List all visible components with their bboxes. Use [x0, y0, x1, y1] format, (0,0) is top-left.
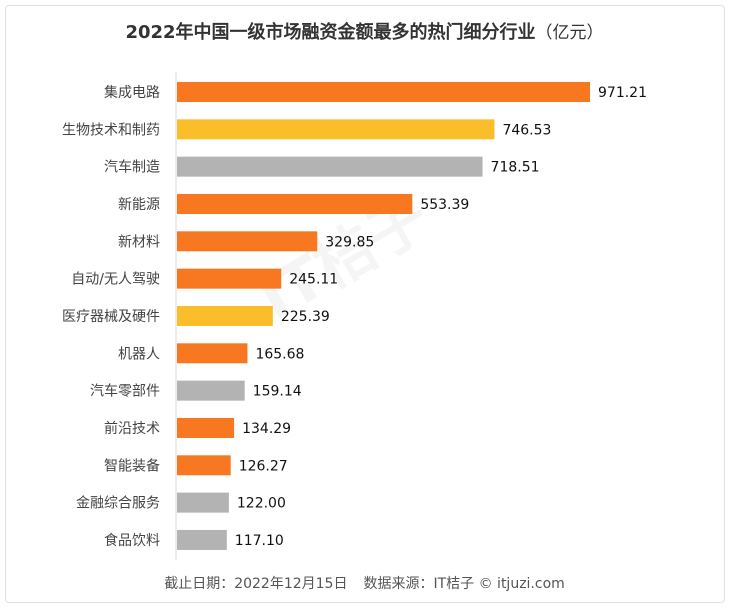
- bar: [177, 119, 495, 140]
- bar: [177, 417, 235, 438]
- category-label: 新能源: [118, 197, 160, 213]
- data-label: 165.68: [255, 346, 304, 362]
- category-label: 食品饮料: [104, 532, 160, 549]
- bar: [177, 305, 273, 326]
- bar: [177, 380, 245, 401]
- category-label: 汽车制造: [104, 159, 160, 176]
- chart-title: 2022年中国一级市场融资金额最多的热门细分行业（亿元）: [0, 18, 729, 44]
- category-label: 机器人: [118, 346, 160, 362]
- category-label: 汽车零部件: [90, 383, 160, 400]
- bar: [177, 193, 413, 214]
- category-label: 金融综合服务: [76, 496, 160, 512]
- bar: [177, 343, 248, 364]
- data-label: 159.14: [253, 384, 302, 400]
- category-label: 新材料: [118, 234, 160, 250]
- chart-card: [5, 5, 725, 603]
- bar: [177, 268, 282, 289]
- bar: [177, 492, 229, 513]
- title-text: 2022年中国一级市场融资金额最多的热门细分行业: [125, 22, 536, 43]
- title-unit: （亿元）: [535, 23, 604, 43]
- category-label: 医疗器械及硬件: [62, 309, 160, 325]
- footer: 截止日期：2022年12月15日 数据来源：IT桔子 © itjuzi.com: [0, 573, 729, 593]
- data-label: 122.00: [237, 496, 286, 512]
- data-label: 553.39: [420, 197, 469, 213]
- bar: [177, 82, 590, 102]
- data-label: 718.51: [491, 160, 540, 176]
- category-label: 智能装备: [104, 457, 160, 474]
- category-label: 生物技术和制药: [62, 122, 160, 138]
- footer-source: 数据来源：IT桔子 © itjuzi.com: [363, 576, 565, 592]
- footer-date: 截止日期：2022年12月15日: [164, 576, 348, 592]
- category-label: 集成电路: [104, 84, 160, 101]
- data-label: 971.21: [598, 85, 647, 101]
- data-label: 117.10: [235, 533, 284, 549]
- bar: [177, 156, 483, 177]
- data-label: 134.29: [242, 421, 291, 437]
- data-label: 329.85: [325, 234, 374, 250]
- bar: [177, 231, 318, 252]
- bar: [177, 529, 227, 550]
- bar: [177, 455, 231, 476]
- data-label: 746.53: [502, 122, 551, 138]
- category-label: 自动/无人驾驶: [71, 272, 160, 288]
- category-label: 前沿技术: [104, 420, 160, 437]
- data-label: 225.39: [281, 309, 330, 325]
- data-label: 126.27: [239, 458, 288, 474]
- data-label: 245.11: [289, 272, 338, 288]
